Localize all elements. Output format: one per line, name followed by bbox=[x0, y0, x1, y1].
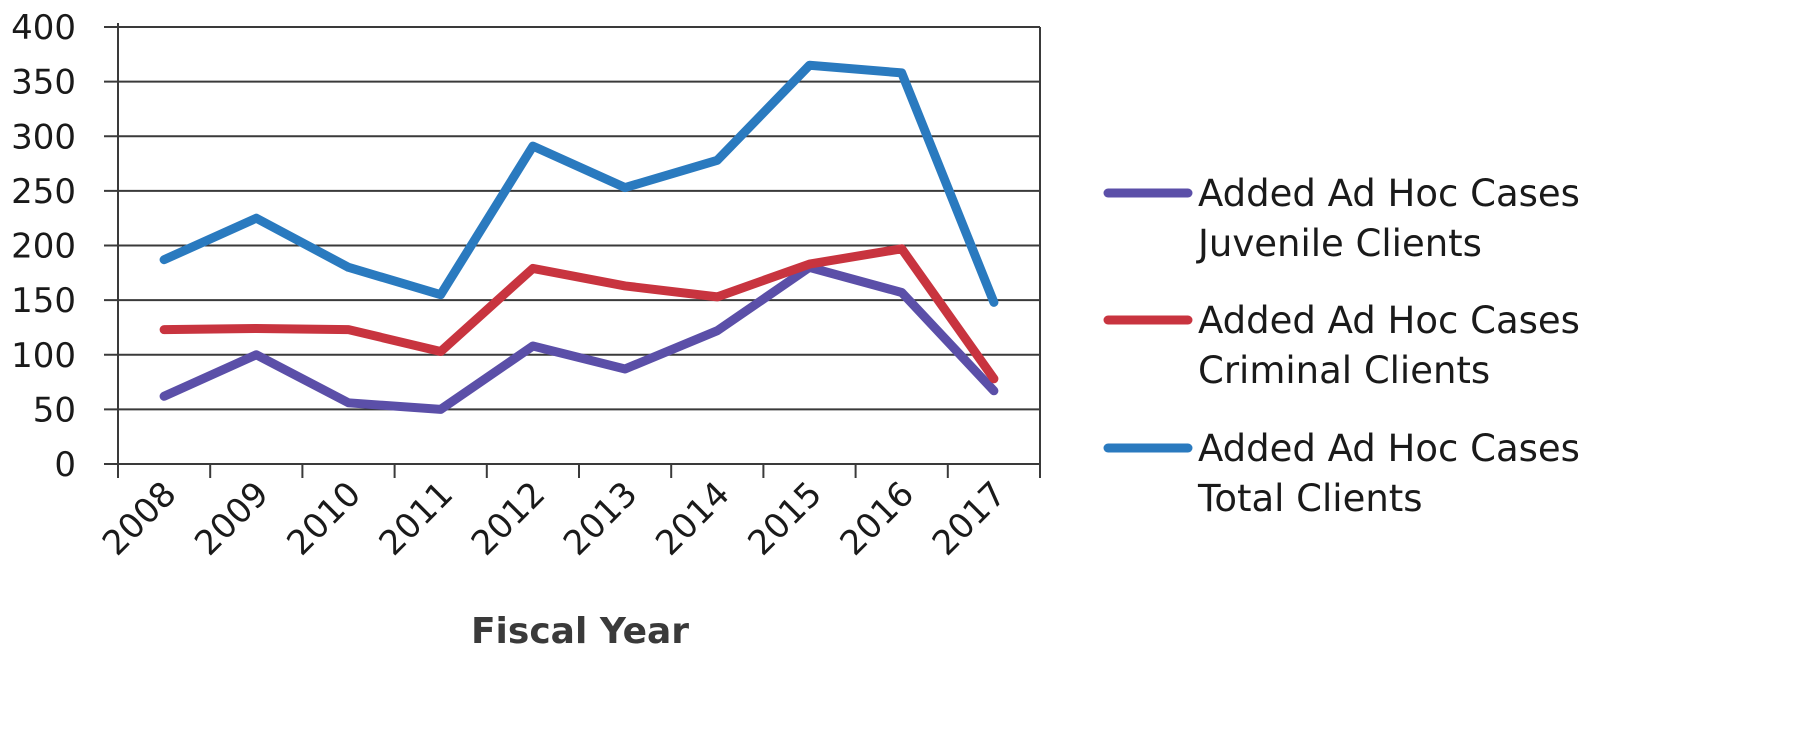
y-tick-label: 100 bbox=[11, 336, 76, 376]
y-tick-label: 250 bbox=[11, 172, 76, 212]
x-tick-labels: 2008 2009 2010 2011 2012 2013 2014 2015 2016 2017 bbox=[95, 474, 1014, 563]
x-tick-label: 2012 bbox=[464, 474, 553, 563]
legend-label-line2: Total Clients bbox=[1197, 477, 1423, 520]
x-tick-label: 2016 bbox=[833, 474, 922, 563]
x-tick-label: 2014 bbox=[648, 474, 737, 563]
series-lines bbox=[159, 60, 999, 414]
series-line-0 bbox=[159, 262, 999, 414]
series-line-2 bbox=[159, 60, 999, 307]
x-tick-label: 2017 bbox=[925, 474, 1014, 563]
legend-label-line2: Criminal Clients bbox=[1198, 349, 1490, 392]
legend-label-line1: Added Ad Hoc Cases bbox=[1198, 299, 1580, 342]
x-tick-label: 2015 bbox=[740, 474, 829, 563]
legend-label-line1: Added Ad Hoc Cases bbox=[1198, 172, 1580, 215]
x-tick-label: 2011 bbox=[372, 474, 461, 563]
y-tick-label: 0 bbox=[54, 445, 76, 485]
x-axis-title: Fiscal Year bbox=[471, 611, 689, 652]
y-tick-label: 200 bbox=[11, 227, 76, 267]
gridlines bbox=[118, 26, 1040, 411]
y-tick-label: 300 bbox=[11, 117, 76, 157]
x-tick-label: 2009 bbox=[187, 474, 276, 563]
x-tick-label: 2013 bbox=[556, 474, 645, 563]
axes bbox=[104, 23, 1041, 478]
series-line-1 bbox=[159, 244, 999, 384]
legend-label-line1: Added Ad Hoc Cases bbox=[1198, 427, 1580, 470]
x-tick-label: 2010 bbox=[279, 474, 368, 563]
legend-label-line2: Juvenile Clients bbox=[1196, 222, 1482, 265]
y-tick-label: 150 bbox=[11, 281, 76, 321]
x-tick-label: 2008 bbox=[95, 474, 184, 563]
y-tick-label: 50 bbox=[33, 390, 76, 430]
y-tick-label: 400 bbox=[11, 8, 76, 48]
y-tick-label: 350 bbox=[11, 63, 76, 103]
legend: Added Ad Hoc Cases Juvenile Clients Added … bbox=[1103, 172, 1580, 520]
y-tick-labels: 0 50 100 150 200 250 300 350 400 bbox=[11, 8, 76, 485]
